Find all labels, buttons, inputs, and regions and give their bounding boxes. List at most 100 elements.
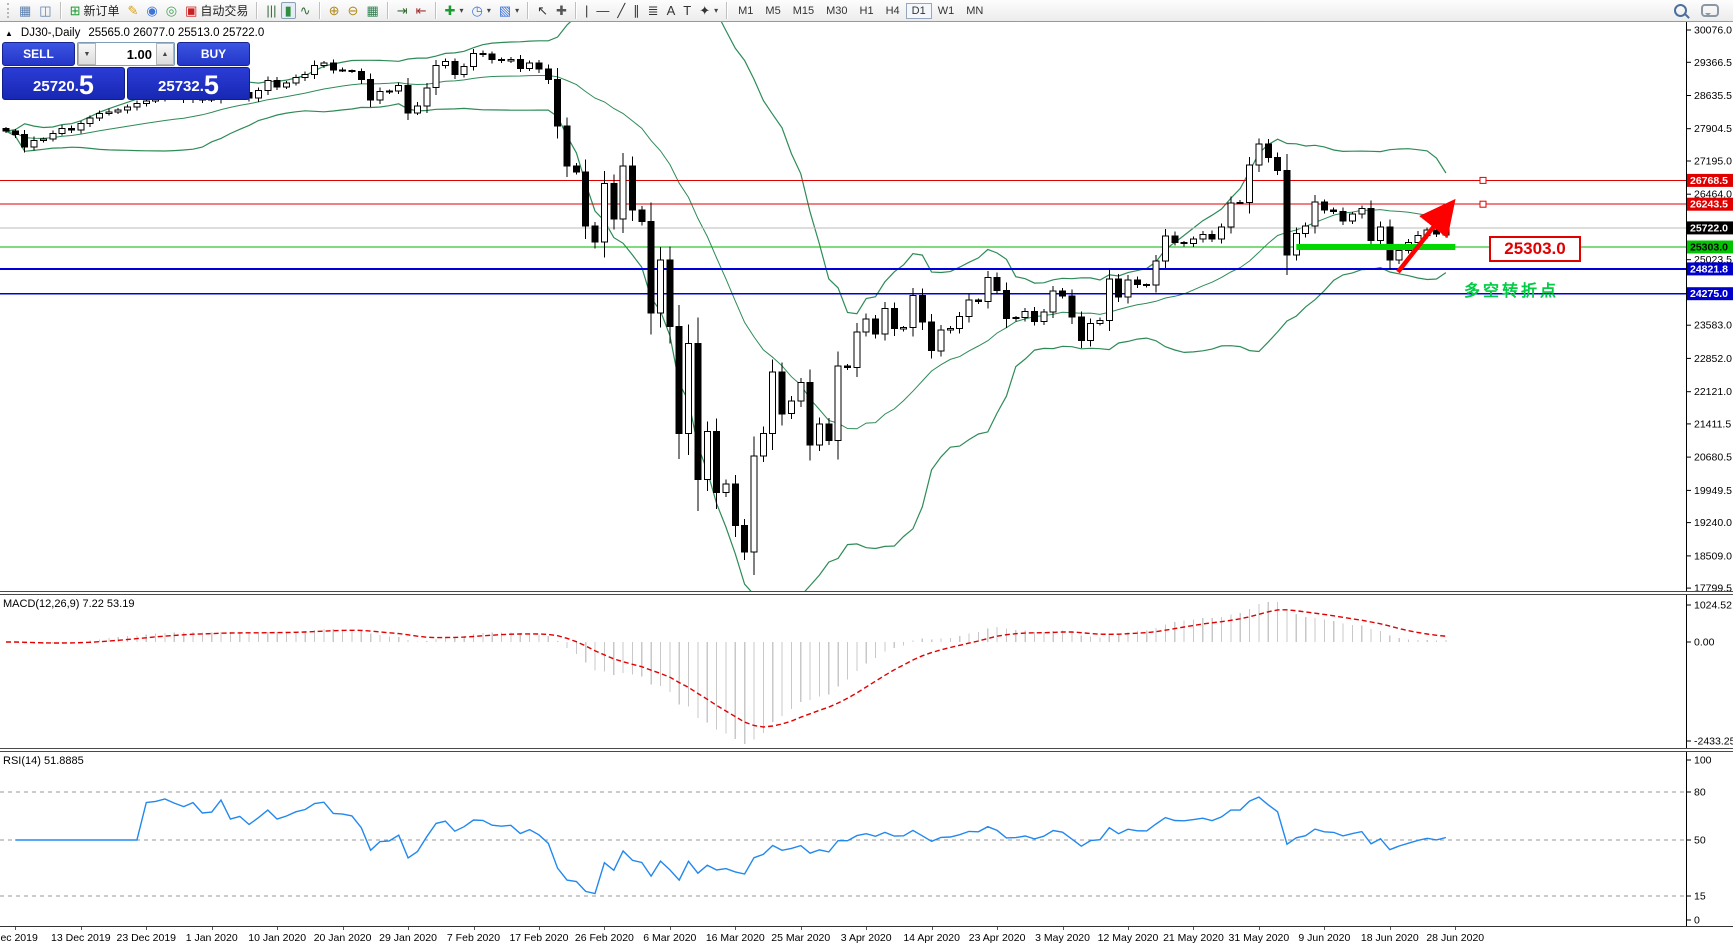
timeframe-m5[interactable]: M5	[765, 4, 781, 17]
dropdown-caret-icon[interactable]: ▾	[515, 6, 520, 15]
sell-button[interactable]: SELL	[2, 42, 75, 66]
new-chart-icon: ▦	[19, 3, 32, 18]
trendline-icon[interactable]: ╱	[613, 2, 629, 19]
text-label-icon[interactable]: T	[679, 2, 695, 19]
panel-splitter[interactable]	[0, 748, 1733, 752]
channel-icon: ∥	[633, 3, 640, 18]
bar-chart-icon[interactable]: |||	[262, 2, 280, 19]
timeframe-mn[interactable]: MN	[966, 4, 984, 17]
date-label: 3 Apr 2020	[840, 932, 892, 944]
svg-text:21411.5: 21411.5	[1694, 418, 1731, 430]
turning-point-note[interactable]: 多空转折点	[1464, 283, 1560, 300]
sell-price-display[interactable]: 25720. 5	[2, 67, 125, 100]
arrows-icon[interactable]: ✦ ▾	[695, 2, 722, 19]
text-icon[interactable]: A	[663, 2, 680, 19]
date-tick	[669, 927, 671, 930]
timeframe-w1[interactable]: W1	[937, 4, 955, 17]
svg-text:25722.0: 25722.0	[1690, 222, 1728, 234]
new-order-button[interactable]: ⊞ 新订单	[66, 1, 124, 20]
toolbar-separator	[574, 2, 577, 19]
timeframe-m30[interactable]: M30	[826, 4, 848, 17]
date-axis[interactable]: Dec 2019 13 Dec 2019 23 Dec 2019 1 Jan 2020…	[0, 926, 1733, 947]
volume-stepper: ▼ ▲	[77, 42, 175, 66]
dropdown-caret-icon[interactable]: ▾	[714, 6, 719, 15]
profiles-icon[interactable]: ◫	[35, 2, 55, 19]
auto-scroll-icon[interactable]: ⇥	[393, 2, 412, 19]
text-icon: A	[666, 3, 676, 18]
line-chart-icon[interactable]: ∿	[296, 2, 315, 19]
date-label: 20 Jan 2020	[313, 932, 372, 944]
crosshair-icon[interactable]: ✚	[552, 2, 571, 19]
macd-panel[interactable]: MACD(12,26,9) 7.22 53.19 1024.52 0.00 -243…	[0, 595, 1733, 748]
search-icon[interactable]	[1674, 4, 1687, 17]
buy-price-main: 25732	[158, 78, 200, 95]
collapse-trade-panel-icon[interactable]: ▲	[5, 28, 13, 38]
candlestick-icon[interactable]: ▮	[280, 2, 296, 19]
date-tick	[1062, 927, 1064, 930]
date-label: 28 Jun 2020	[1426, 932, 1485, 944]
date-tick	[866, 927, 868, 930]
zoom-out-icon: ⊖	[347, 3, 359, 18]
date-tick	[146, 927, 148, 930]
auto-scroll-icon: ⇥	[396, 3, 408, 18]
chat-icon[interactable]	[1701, 4, 1719, 17]
candlestick-chart[interactable]: 30076.029366.528635.527904.527195.026464…	[0, 22, 1733, 591]
price-chart-panel[interactable]: ▲ DJ30-,Daily 25565.0 26077.0 25513.0 25…	[0, 22, 1733, 591]
new-chart-icon[interactable]: ▦	[15, 2, 35, 19]
date-label: 31 May 2020	[1228, 932, 1290, 944]
timeframe-h1[interactable]: H1	[859, 4, 874, 17]
svg-text:1024.52: 1024.52	[1694, 600, 1732, 612]
crosshair-icon: ✚	[556, 3, 567, 18]
dropdown-caret-icon[interactable]: ▾	[486, 6, 491, 15]
one-click-trading-panel: SELL ▼ ▲ BUY 25720.5 25732.5	[2, 42, 250, 100]
autotrading-button[interactable]: ▣ 自动交易	[181, 1, 252, 20]
volume-input[interactable]	[96, 43, 156, 65]
svg-text:24275.0: 24275.0	[1690, 288, 1728, 300]
timeframe-m1[interactable]: M1	[738, 4, 754, 17]
date-label: Dec 2019	[0, 932, 38, 944]
dropdown-caret-icon[interactable]: ▾	[459, 6, 464, 15]
macd-chart: 1024.52 0.00 -2433.25	[6, 595, 1733, 748]
periods-icon[interactable]: ◷ ▾	[467, 2, 494, 19]
svg-text:22121.0: 22121.0	[1694, 386, 1732, 398]
metaeditor-icon[interactable]: ✎	[124, 2, 143, 19]
trendline-icon: ╱	[617, 3, 626, 18]
chart-shift-icon[interactable]: ⇤	[412, 2, 431, 19]
timeframe-m15[interactable]: M15	[792, 4, 815, 17]
support-price-callout[interactable]: 25303.0	[1489, 236, 1581, 262]
svg-text:80: 80	[1694, 787, 1706, 799]
svg-text:29366.5: 29366.5	[1694, 57, 1732, 69]
buy-price-display[interactable]: 25732. 5	[127, 67, 250, 100]
volume-decrease-button[interactable]: ▼	[78, 43, 96, 65]
templates-icon[interactable]: ▧ ▾	[495, 2, 523, 19]
horizontal-line-icon[interactable]: ―	[592, 2, 613, 19]
community-icon[interactable]: ◉	[142, 2, 161, 19]
svg-text:26768.5: 26768.5	[1690, 175, 1728, 187]
timeframe-h4[interactable]: H4	[885, 4, 900, 17]
tile-windows-icon[interactable]: ▦	[362, 2, 382, 19]
rsi-panel[interactable]: RSI(14) 51.8885 100 80 50 15 0	[0, 752, 1733, 926]
svg-text:100: 100	[1694, 755, 1712, 767]
date-label: 10 Jan 2020	[248, 932, 307, 944]
indicators-icon[interactable]: ✚ ▾	[441, 2, 468, 19]
fibonacci-icon[interactable]: ≣	[644, 2, 663, 19]
zoom-in-icon[interactable]: ⊕	[325, 2, 344, 19]
date-label: 23 Apr 2020	[968, 932, 1026, 944]
volume-increase-button[interactable]: ▲	[156, 43, 174, 65]
svg-text:27904.5: 27904.5	[1694, 123, 1732, 135]
signals-icon[interactable]: ◎	[162, 2, 181, 19]
signals-icon: ◎	[165, 3, 178, 18]
channel-icon[interactable]: ∥	[629, 2, 644, 19]
buy-button[interactable]: BUY	[177, 42, 250, 66]
cursor-icon[interactable]: ↖	[533, 2, 552, 19]
date-tick	[342, 927, 344, 930]
date-label: 18 Jun 2020	[1360, 932, 1419, 944]
zoom-out-icon[interactable]: ⊖	[344, 2, 363, 19]
community-icon: ◉	[146, 3, 158, 18]
panel-splitter[interactable]	[0, 591, 1733, 595]
svg-text:17799.5: 17799.5	[1694, 583, 1732, 591]
date-tick	[735, 927, 737, 930]
timeframe-d1[interactable]: D1	[905, 2, 932, 19]
date-tick	[1389, 927, 1391, 930]
vertical-line-icon[interactable]: |	[581, 2, 592, 19]
